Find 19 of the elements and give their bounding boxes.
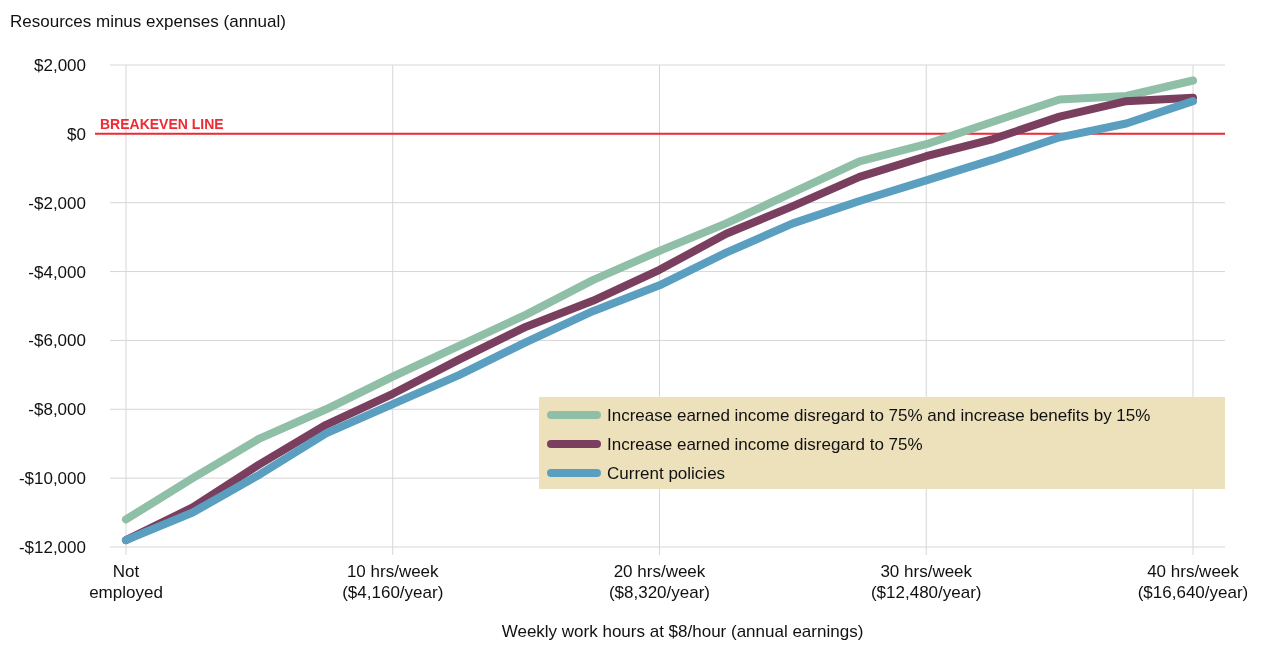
y-tick-label: -$8,000 (28, 400, 86, 420)
y-tick-label: -$12,000 (18, 537, 86, 557)
x-tick-label: 40 hrs/week ($16,640/year) (1137, 562, 1249, 603)
y-tick-label: -$10,000 (18, 469, 86, 489)
x-tick-label: 10 hrs/week ($4,160/year) (342, 562, 444, 603)
x-tick-label: 30 hrs/week ($12,480/year) (870, 562, 982, 603)
legend-label: Increase earned income disregard to 75% and increase benefits by 15% (607, 405, 1151, 425)
legend-label: Increase earned income disregard to 75% (607, 434, 923, 454)
x-tick-label: Not employed (89, 562, 163, 603)
x-tick-label: 20 hrs/week ($8,320/year) (608, 562, 711, 603)
y-tick-label: -$6,000 (28, 331, 86, 351)
y-tick-label: -$4,000 (28, 262, 86, 282)
y-tick-label: $2,000 (34, 55, 86, 75)
y-axis-title: Resources minus expenses (annual) (10, 12, 286, 31)
x-axis-title: Weekly work hours at $8/hour (annual earnings) (501, 622, 864, 641)
y-tick-label: $0 (67, 124, 86, 144)
legend-label: Current policies (607, 463, 726, 483)
y-tick-label: -$2,000 (28, 193, 86, 213)
ref-line-label: BREAKEVEN LINE (100, 115, 224, 132)
